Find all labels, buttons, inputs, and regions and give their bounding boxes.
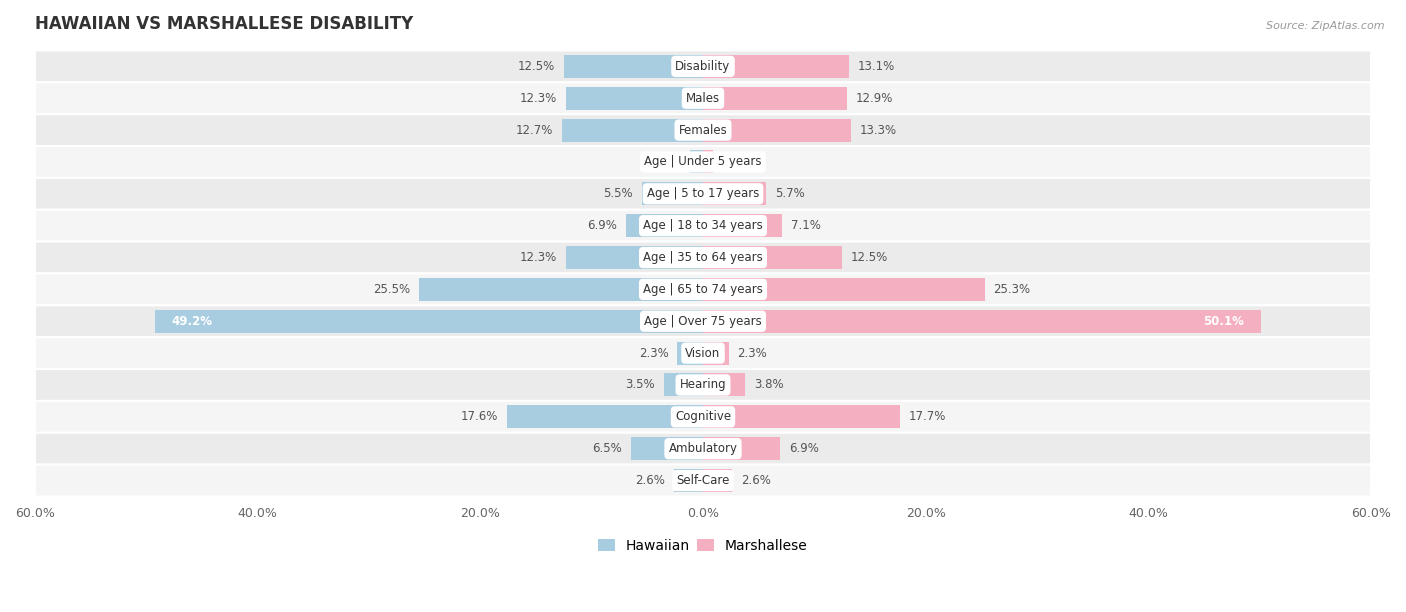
Text: 2.6%: 2.6% (741, 474, 770, 487)
FancyBboxPatch shape (35, 210, 1371, 242)
Text: 25.3%: 25.3% (994, 283, 1031, 296)
Text: 13.1%: 13.1% (858, 60, 896, 73)
Bar (567, 246, 703, 269)
FancyBboxPatch shape (35, 274, 1371, 305)
FancyBboxPatch shape (35, 401, 1371, 433)
Bar (703, 214, 782, 237)
Text: Ambulatory: Ambulatory (668, 442, 738, 455)
FancyBboxPatch shape (35, 369, 1371, 401)
FancyBboxPatch shape (35, 433, 1371, 465)
Text: 2.3%: 2.3% (738, 346, 768, 360)
Text: Age | Over 75 years: Age | Over 75 years (644, 315, 762, 328)
Bar (703, 246, 842, 269)
Text: 12.9%: 12.9% (855, 92, 893, 105)
Text: 13.3%: 13.3% (860, 124, 897, 136)
Text: 0.94%: 0.94% (723, 155, 759, 168)
Bar (703, 405, 900, 428)
Text: Females: Females (679, 124, 727, 136)
Bar (703, 310, 1261, 333)
Text: 2.3%: 2.3% (638, 346, 668, 360)
Text: Disability: Disability (675, 60, 731, 73)
Bar (641, 182, 703, 205)
Bar (703, 119, 851, 141)
Text: 5.5%: 5.5% (603, 187, 633, 200)
Text: 12.7%: 12.7% (516, 124, 553, 136)
Bar (689, 151, 703, 173)
Legend: Hawaiian, Marshallese: Hawaiian, Marshallese (593, 533, 813, 558)
Text: 3.8%: 3.8% (754, 378, 783, 392)
Bar (703, 55, 849, 78)
Text: 2.6%: 2.6% (636, 474, 665, 487)
Bar (419, 278, 703, 301)
Text: 50.1%: 50.1% (1204, 315, 1244, 328)
Bar (664, 373, 703, 397)
Text: 17.6%: 17.6% (461, 410, 498, 424)
Text: Age | 65 to 74 years: Age | 65 to 74 years (643, 283, 763, 296)
Text: 12.5%: 12.5% (517, 60, 555, 73)
Bar (561, 119, 703, 141)
Bar (703, 87, 846, 110)
Text: Males: Males (686, 92, 720, 105)
Bar (508, 405, 703, 428)
Text: Cognitive: Cognitive (675, 410, 731, 424)
FancyBboxPatch shape (35, 114, 1371, 146)
FancyBboxPatch shape (35, 337, 1371, 369)
Text: 1.2%: 1.2% (651, 155, 681, 168)
Text: 6.9%: 6.9% (588, 219, 617, 232)
Bar (631, 437, 703, 460)
Text: 6.5%: 6.5% (592, 442, 621, 455)
Text: Age | Under 5 years: Age | Under 5 years (644, 155, 762, 168)
Text: Source: ZipAtlas.com: Source: ZipAtlas.com (1267, 21, 1385, 31)
FancyBboxPatch shape (35, 50, 1371, 82)
Text: 17.7%: 17.7% (910, 410, 946, 424)
Bar (567, 87, 703, 110)
Bar (626, 214, 703, 237)
Text: 5.7%: 5.7% (775, 187, 806, 200)
FancyBboxPatch shape (35, 82, 1371, 114)
Text: Age | 5 to 17 years: Age | 5 to 17 years (647, 187, 759, 200)
Text: Age | 18 to 34 years: Age | 18 to 34 years (643, 219, 763, 232)
FancyBboxPatch shape (35, 305, 1371, 337)
Bar (703, 469, 733, 492)
Text: Age | 35 to 64 years: Age | 35 to 64 years (643, 251, 763, 264)
Text: Vision: Vision (685, 346, 721, 360)
Text: 12.5%: 12.5% (851, 251, 889, 264)
Bar (703, 151, 713, 173)
Text: 7.1%: 7.1% (792, 219, 821, 232)
Text: 3.5%: 3.5% (626, 378, 655, 392)
Bar (703, 437, 780, 460)
Text: 49.2%: 49.2% (172, 315, 212, 328)
Bar (703, 341, 728, 365)
Text: 12.3%: 12.3% (520, 251, 557, 264)
Bar (703, 278, 984, 301)
Bar (673, 469, 703, 492)
Bar (703, 373, 745, 397)
Text: 25.5%: 25.5% (373, 283, 411, 296)
Bar (678, 341, 703, 365)
Text: Self-Care: Self-Care (676, 474, 730, 487)
Bar (703, 182, 766, 205)
Text: HAWAIIAN VS MARSHALLESE DISABILITY: HAWAIIAN VS MARSHALLESE DISABILITY (35, 15, 413, 33)
FancyBboxPatch shape (35, 146, 1371, 178)
Text: Hearing: Hearing (679, 378, 727, 392)
FancyBboxPatch shape (35, 242, 1371, 274)
Bar (155, 310, 703, 333)
FancyBboxPatch shape (35, 465, 1371, 496)
Bar (564, 55, 703, 78)
Text: 12.3%: 12.3% (520, 92, 557, 105)
Text: 6.9%: 6.9% (789, 442, 818, 455)
FancyBboxPatch shape (35, 178, 1371, 210)
